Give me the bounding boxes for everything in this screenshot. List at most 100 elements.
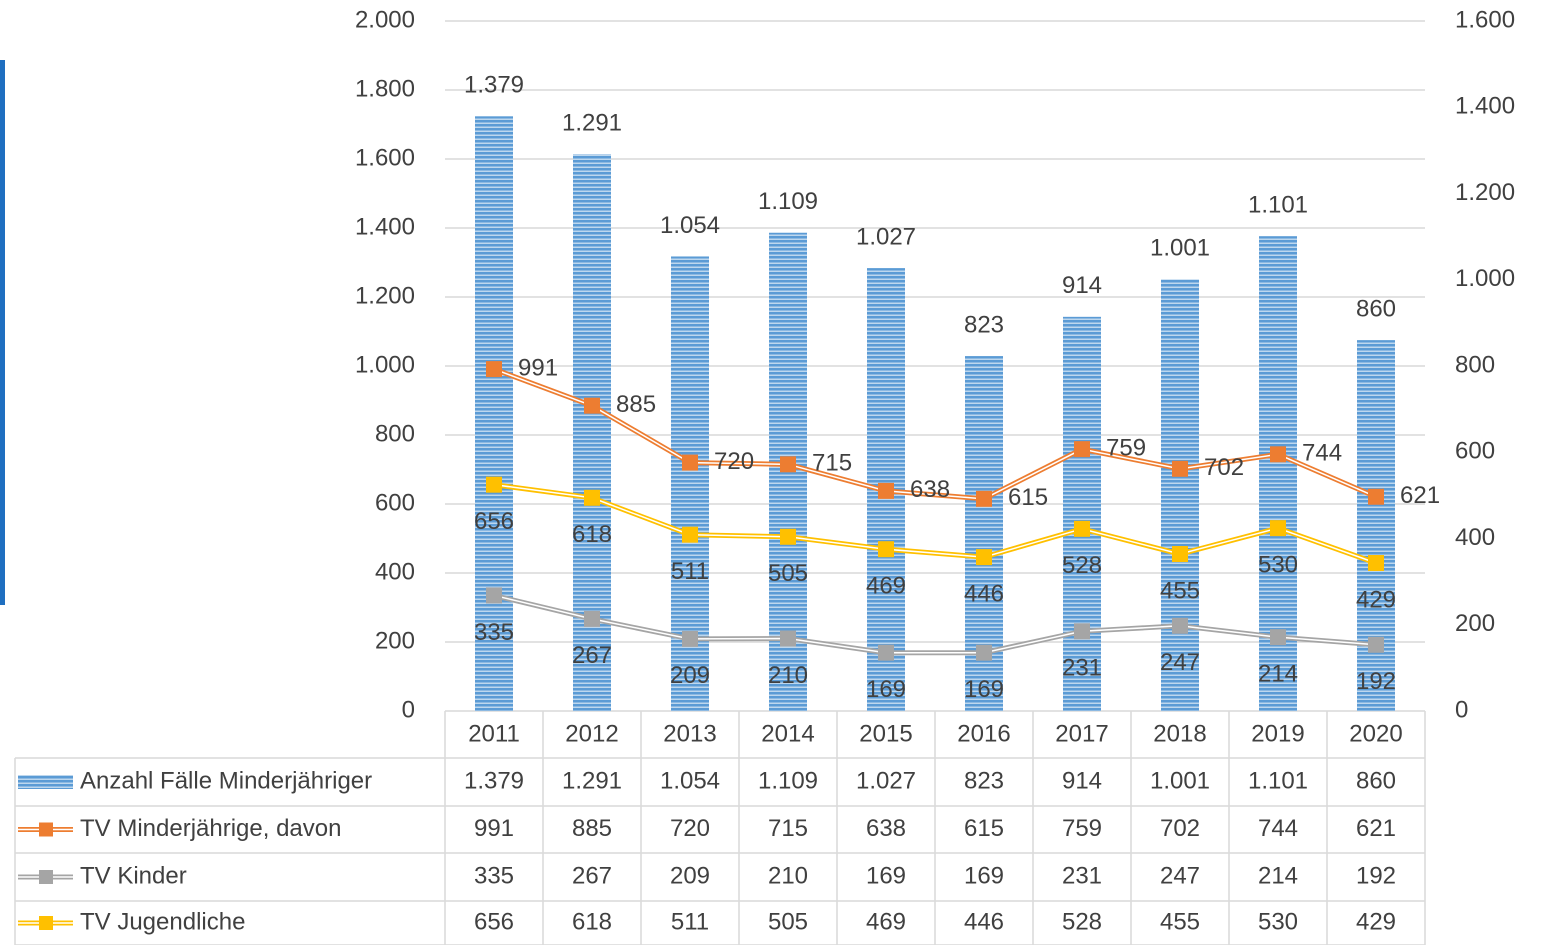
table-cell: 744 [1258, 815, 1298, 842]
table-cell: 1.027 [856, 767, 916, 794]
marker [878, 482, 894, 499]
data-label: 231 [1062, 655, 1102, 682]
edge-decoration [0, 60, 5, 605]
y-tick-label: 1.400 [355, 213, 415, 240]
marker [780, 456, 796, 473]
data-label: 885 [616, 391, 656, 418]
y2-tick-label: 200 [1455, 610, 1495, 637]
legend-label: Anzahl Fälle Minderjähriger [80, 767, 372, 794]
table-cell: 528 [1062, 908, 1102, 935]
table-cell: 231 [1062, 862, 1102, 889]
marker [486, 361, 502, 378]
x-tick-label: 2012 [565, 720, 618, 747]
y-tick-label: 1.000 [355, 351, 415, 378]
data-label: 1.001 [1150, 235, 1210, 262]
data-label: 169 [964, 676, 1004, 703]
data-label: 335 [474, 619, 514, 646]
y2-tick-label: 600 [1455, 438, 1495, 465]
table-cell: 860 [1356, 767, 1396, 794]
table-cell: 656 [474, 908, 514, 935]
data-label: 210 [768, 662, 808, 689]
y2-tick-label: 800 [1455, 351, 1495, 378]
y2-tick-label: 400 [1455, 524, 1495, 551]
marker [1270, 446, 1286, 463]
table-cell: 618 [572, 908, 612, 935]
data-label: 1.101 [1248, 192, 1308, 219]
table-cell: 530 [1258, 908, 1298, 935]
table-cell: 885 [572, 815, 612, 842]
marker [878, 541, 894, 558]
x-tick-label: 2013 [663, 720, 716, 747]
legend-label: TV Jugendliche [80, 908, 245, 935]
legend-key [39, 870, 53, 884]
line-highlight [493, 594, 1377, 654]
y2-tick-label: 1.600 [1455, 6, 1515, 33]
bar [475, 116, 513, 711]
y-tick-label: 1.800 [355, 75, 415, 102]
marker [780, 528, 796, 545]
data-label: 1.109 [758, 188, 818, 215]
x-tick-label: 2015 [859, 720, 912, 747]
x-tick-label: 2019 [1251, 720, 1304, 747]
data-label: 267 [572, 642, 612, 669]
table-cell: 469 [866, 908, 906, 935]
table-cell: 621 [1356, 815, 1396, 842]
data-label: 530 [1258, 551, 1298, 578]
data-label: 455 [1160, 577, 1200, 604]
line-highlight [493, 368, 1377, 500]
table-cell: 267 [572, 862, 612, 889]
y-tick-label: 600 [375, 489, 415, 516]
x-tick-label: 2017 [1055, 720, 1108, 747]
data-label: 744 [1302, 440, 1342, 467]
data-label: 991 [518, 354, 558, 381]
marker [1368, 488, 1384, 505]
table-cell: 209 [670, 862, 710, 889]
data-label: 1.027 [856, 223, 916, 250]
data-label: 1.291 [562, 110, 622, 137]
table-cell: 1.054 [660, 767, 720, 794]
bar [1161, 279, 1199, 711]
data-label: 469 [866, 573, 906, 600]
marker [682, 526, 698, 543]
table-cell: 511 [671, 908, 709, 935]
legend-key [18, 775, 73, 789]
data-label: 505 [768, 560, 808, 587]
marker [1368, 554, 1384, 571]
table-cell: 192 [1356, 862, 1396, 889]
table-cell: 1.379 [464, 767, 524, 794]
bar [1063, 316, 1101, 711]
table-cell: 247 [1160, 862, 1200, 889]
data-label: 1.054 [660, 212, 720, 239]
marker [1270, 629, 1286, 646]
y-tick-label: 2.000 [355, 6, 415, 33]
y2-tick-label: 1.000 [1455, 265, 1515, 292]
data-label: 528 [1062, 552, 1102, 579]
marker [584, 610, 600, 627]
table-cell: 720 [670, 815, 710, 842]
table-cell: 169 [964, 862, 1004, 889]
marker [1074, 623, 1090, 640]
table-cell: 455 [1160, 908, 1200, 935]
table-cell: 702 [1160, 815, 1200, 842]
table-cell: 823 [964, 767, 1004, 794]
y2-tick-label: 0 [1455, 696, 1468, 723]
table-cell: 1.291 [562, 767, 622, 794]
data-label: 860 [1356, 295, 1396, 322]
marker [1074, 520, 1090, 537]
x-tick-label: 2014 [761, 720, 814, 747]
data-label: 615 [1008, 484, 1048, 511]
marker [682, 630, 698, 647]
marker [1368, 636, 1384, 653]
data-label: 715 [812, 450, 852, 477]
marker [1270, 520, 1286, 537]
y-tick-label: 400 [375, 558, 415, 585]
data-label: 759 [1106, 434, 1146, 461]
y-tick-label: 0 [402, 696, 415, 723]
marker [976, 490, 992, 507]
marker [486, 476, 502, 493]
data-label: 702 [1204, 454, 1244, 481]
line-highlight [493, 483, 1377, 564]
y-tick-label: 1.200 [355, 282, 415, 309]
marker [976, 549, 992, 566]
